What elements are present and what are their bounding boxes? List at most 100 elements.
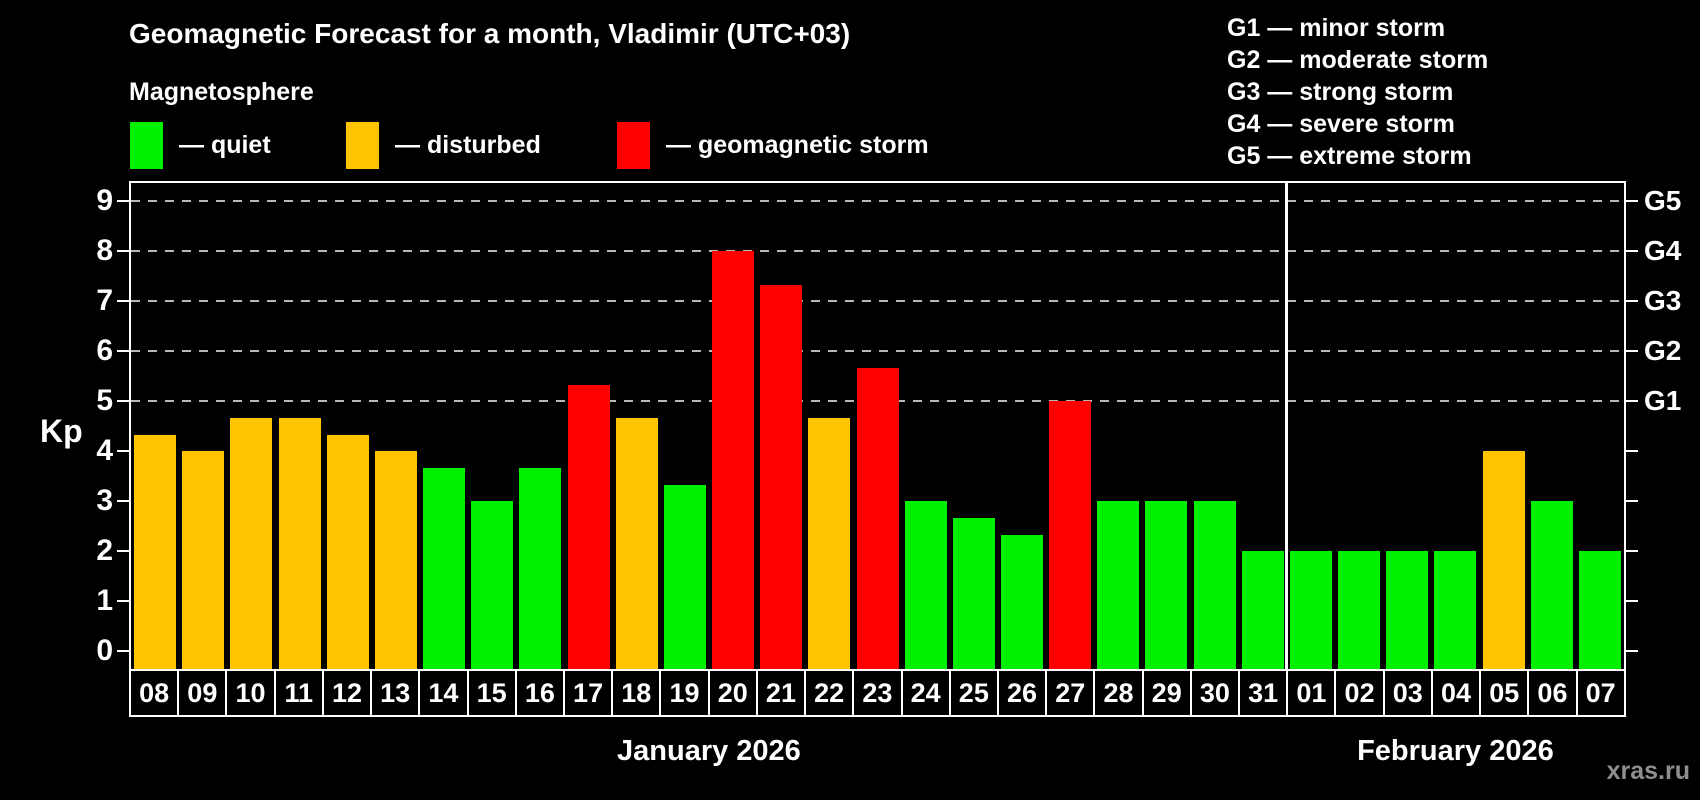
day-cell: 20 bbox=[707, 669, 756, 717]
kp-bar bbox=[712, 251, 755, 669]
g-legend-line: G5 — extreme storm bbox=[1227, 142, 1472, 170]
day-cell: 01 bbox=[1286, 669, 1335, 717]
y-tick-label: 1 bbox=[96, 584, 113, 617]
kp-bar bbox=[519, 467, 562, 669]
y-tick bbox=[117, 300, 131, 302]
day-cell: 09 bbox=[177, 669, 226, 717]
kp-bar bbox=[1049, 401, 1092, 669]
day-cell: 15 bbox=[466, 669, 515, 717]
g-legend-line: G3 — strong storm bbox=[1227, 78, 1454, 106]
day-cell: 31 bbox=[1238, 669, 1287, 717]
month-separator bbox=[1285, 183, 1289, 669]
y-tick-label: 7 bbox=[96, 284, 113, 317]
day-cell: 07 bbox=[1575, 669, 1626, 717]
g-tick bbox=[1624, 600, 1638, 602]
kp-bar bbox=[615, 417, 658, 669]
y-tick bbox=[117, 450, 131, 452]
legend-label-disturbed: — disturbed bbox=[395, 131, 541, 159]
y-tick bbox=[117, 200, 131, 202]
g-axis-label-g1: G1 bbox=[1644, 385, 1682, 416]
kp-bar bbox=[856, 367, 899, 669]
g-scale-legend: G1 — minor storm G2 — moderate storm G3 — … bbox=[1227, 12, 1488, 172]
kp-bar bbox=[1338, 551, 1381, 669]
kp-bar bbox=[1097, 501, 1140, 669]
day-cell: 30 bbox=[1189, 669, 1239, 717]
kp-bar bbox=[1241, 551, 1284, 669]
day-cell: 29 bbox=[1141, 669, 1190, 717]
kp-bar bbox=[663, 484, 706, 669]
g-legend-line: G1 — minor storm bbox=[1227, 14, 1446, 42]
kp-bar bbox=[904, 501, 947, 669]
day-cell: 23 bbox=[852, 669, 901, 717]
kp-bar bbox=[1578, 551, 1621, 669]
g-axis-label-g3: G3 bbox=[1644, 285, 1682, 316]
g-tick bbox=[1624, 650, 1638, 652]
month-label: February 2026 bbox=[1357, 735, 1554, 767]
kp-bar bbox=[808, 417, 851, 669]
kp-bar bbox=[471, 501, 514, 669]
g-tick bbox=[1624, 550, 1638, 552]
gridline-kp6 bbox=[131, 350, 1624, 352]
day-cell: 02 bbox=[1334, 669, 1383, 717]
day-cell: 21 bbox=[755, 669, 805, 717]
y-tick bbox=[117, 250, 131, 252]
g-tick bbox=[1624, 500, 1638, 502]
kp-bar bbox=[182, 451, 225, 669]
y-axis-title: Kp bbox=[40, 413, 83, 449]
gridline-kp9 bbox=[131, 200, 1624, 202]
kp-bar bbox=[952, 517, 995, 669]
g-tick bbox=[1624, 350, 1638, 352]
kp-bar bbox=[374, 451, 417, 669]
y-tick-label: 9 bbox=[96, 184, 113, 217]
g-axis-label-g2: G2 bbox=[1644, 335, 1682, 366]
month-label: January 2026 bbox=[617, 735, 801, 767]
day-cell: 10 bbox=[225, 669, 274, 717]
y-tick bbox=[117, 500, 131, 502]
day-cell: 27 bbox=[1045, 669, 1094, 717]
day-cell: 19 bbox=[659, 669, 708, 717]
day-cell: 16 bbox=[514, 669, 563, 717]
day-cell: 25 bbox=[948, 669, 997, 717]
kp-bar bbox=[326, 434, 369, 669]
legend-swatch-quiet bbox=[130, 122, 163, 169]
kp-bar bbox=[760, 284, 803, 669]
day-cell: 06 bbox=[1527, 669, 1576, 717]
plot-area bbox=[129, 181, 1626, 671]
day-cell: 05 bbox=[1479, 669, 1528, 717]
y-tick-label: 6 bbox=[96, 334, 113, 367]
gridline-kp8 bbox=[131, 250, 1624, 252]
y-tick bbox=[117, 350, 131, 352]
watermark: xras.ru bbox=[1606, 757, 1690, 785]
kp-bar bbox=[1530, 501, 1573, 669]
legend-label-storm: — geomagnetic storm bbox=[666, 131, 929, 159]
y-tick-label: 2 bbox=[96, 534, 113, 567]
y-tick-label: 5 bbox=[96, 384, 113, 417]
day-cell: 26 bbox=[996, 669, 1046, 717]
kp-bar bbox=[1193, 501, 1236, 669]
day-cell: 13 bbox=[370, 669, 419, 717]
y-tick bbox=[117, 400, 131, 402]
kp-bar bbox=[1000, 534, 1043, 669]
g-legend-line: G2 — moderate storm bbox=[1227, 46, 1489, 74]
magnetosphere-label: Magnetosphere bbox=[129, 78, 314, 106]
day-cell: 22 bbox=[804, 669, 853, 717]
day-cell: 11 bbox=[273, 669, 322, 717]
kp-bar bbox=[1482, 451, 1525, 669]
day-cell: 24 bbox=[900, 669, 949, 717]
day-cell: 28 bbox=[1093, 669, 1142, 717]
day-cell: 12 bbox=[321, 669, 371, 717]
y-tick bbox=[117, 650, 131, 652]
y-tick-label: 4 bbox=[96, 434, 113, 467]
kp-bar bbox=[423, 467, 466, 669]
day-cell: 08 bbox=[129, 669, 178, 717]
kp-bar bbox=[567, 384, 610, 669]
g-tick bbox=[1624, 200, 1638, 202]
g-tick bbox=[1624, 400, 1638, 402]
g-legend-line: G4 — severe storm bbox=[1227, 110, 1455, 138]
day-labels-row: 08 09 10 11 12 13 14 15 16 17 18 19 20 21 22 23 24 25 26 27… bbox=[129, 669, 1626, 717]
kp-bar bbox=[230, 417, 273, 669]
y-tick bbox=[117, 600, 131, 602]
g-axis-label-g4: G4 bbox=[1644, 235, 1682, 266]
kp-bar bbox=[134, 434, 177, 669]
